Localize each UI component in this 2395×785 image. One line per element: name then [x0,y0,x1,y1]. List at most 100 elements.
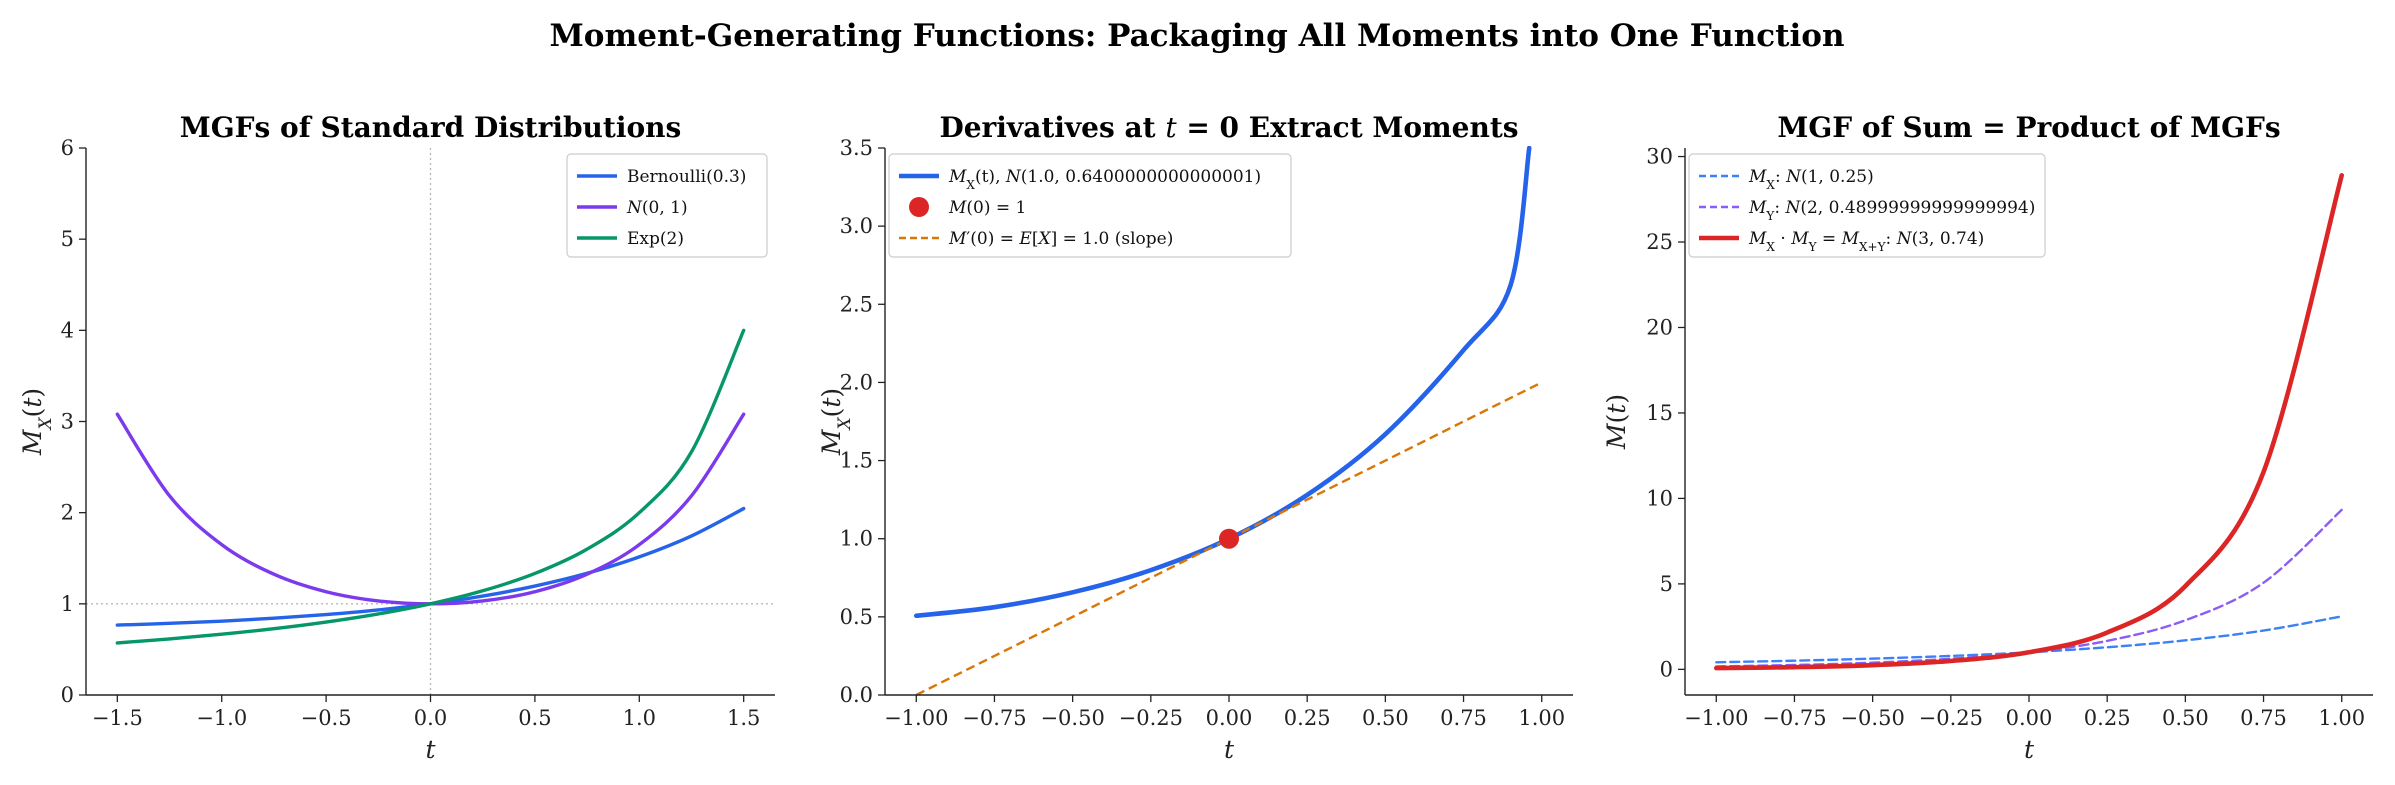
legend-entry-label-part: (t), [975,167,1006,187]
legend-entry-label-part: M [1841,229,1860,249]
series-line-0 [115,506,746,627]
legend-swatch-point [909,197,929,217]
series-line-2 [115,328,746,645]
legend-frame [1688,153,2046,258]
legend-entry-label-part: X [1036,229,1051,249]
y-axis-label-part: t [18,397,47,408]
y-tick-label: 2 [61,501,74,525]
chart-panel-derivatives: Derivatives at t = 0 Extract Moments −1.0… [817,111,1573,764]
panel-title-part: t [1165,111,1177,144]
legend-entry-label: M′(0) = E[X] = 1.0 (slope) [948,229,1173,249]
panel-title-part: = 0 Extract Moments [1177,111,1519,144]
y-axis-label: M(t) [1602,394,1631,450]
x-tick-label: 0.50 [1362,706,1409,730]
plot-area [115,328,746,645]
legend-entry-label-part: N [1784,198,1801,218]
y-axis-label-part: ) [817,388,846,398]
y-axis-label-part: ) [1602,394,1631,404]
y-tick-label: 5 [1660,572,1673,596]
data-point-m0 [1219,528,1239,549]
y-axis-label-part: M [18,428,47,456]
legend-entry-label-part: X [1766,240,1775,254]
series-line-0 [913,146,1532,619]
x-tick-label: 0.75 [1440,706,1487,730]
figure-title: Moment-Generating Functions: Packaging A… [549,18,1844,54]
x-tick-label: 0.5 [518,706,551,730]
x-tick-label: 0.50 [2162,706,2209,730]
legend-entry-label-part: M [948,229,967,249]
legend-entry-label-part: [ [1032,229,1039,249]
y-axis-label-sub: X [835,417,855,432]
legend-entry-label-part: : [1886,229,1897,249]
y-tick-label: 0 [1660,657,1673,681]
legend-entry-label: M(0) = 1 [948,198,1026,218]
x-tick-label: −1.00 [1684,706,1748,730]
y-tick-label: 1.5 [840,449,873,473]
y-tick-label: 3.0 [840,214,873,238]
plot-area [913,146,1543,697]
legend-entry-label-part: N [626,198,643,218]
x-tick-label: 0.00 [2006,706,2053,730]
legend-entry-label: Exp(2) [627,229,684,249]
series-line-2 [1713,173,2345,671]
legend-entry-label: Bernoulli(0.3) [627,167,746,187]
y-axis-label-part: ) [18,388,47,398]
legend-entry-label-part: : [1775,167,1786,187]
legend-entry-label-part: M [1748,167,1767,187]
y-axis-label-part: ( [1602,414,1631,424]
legend-entry-label-part: N [1005,167,1022,187]
legend-entry-label-part: Bernoulli(0.3) [627,167,746,187]
x-tick-label: 0.0 [414,706,447,730]
legend: MX: N(1, 0.25)MY: N(2, 0.489999999999999… [1688,153,2046,258]
x-tick-label: −1.5 [92,706,143,730]
legend-entry-label-part: M [948,167,967,187]
legend-entry-label-part: X+Y [1859,240,1887,254]
x-tick-label: 1.00 [1518,706,1565,730]
y-tick-label: 20 [1646,315,1673,339]
legend-entry-label-part: N [1785,167,1802,187]
panel-title-part: Derivatives at [939,111,1165,144]
legend-entry-label-part: M [1748,198,1767,218]
y-tick-label: 0 [61,683,74,707]
y-axis-label-part: ( [817,408,846,418]
legend-entry-label: MX(t), N(1.0, 0.6400000000000001) [948,167,1261,192]
chart-panel-sum-product: MGF of Sum = Product of MGFs −1.00 −0.75 −0… [1602,111,2373,764]
legend-entry-label-part: M [948,198,967,218]
y-tick-label: 3.5 [840,136,873,160]
legend-entry-label-part: X [966,178,975,192]
x-axis-label: t [2024,735,2035,764]
panel-title: MGFs of Standard Distributions [180,111,682,144]
y-tick-label: 0.5 [840,605,873,629]
legend: Bernoulli(0.3) N(0, 1) Exp(2) [566,153,768,258]
y-tick-label: 5 [61,227,74,251]
legend-entry-label-part: (1, 0.25) [1801,167,1874,187]
x-axis-label: t [425,735,436,764]
legend-entry-label-part: (1.0, 0.6400000000000001) [1021,167,1261,187]
legend-frame [566,153,768,258]
y-axis-label-part: ( [18,408,47,418]
y-tick-label: 0.0 [840,683,873,707]
legend-entry-label-part: : [1774,198,1785,218]
legend-entry-label: MX · MY = MX+Y: N(3, 0.74) [1748,229,1984,254]
legend-entry-label-part: (0, 1) [642,198,688,218]
series-line-0 [1715,615,2343,664]
legend-entry-label-part: (0) = 1 [966,198,1026,218]
x-tick-label: −0.50 [1840,706,1904,730]
legend-entry-label-part: ] = 1.0 (slope) [1051,229,1174,249]
y-tick-label: 3 [61,410,74,434]
y-tick-label: 15 [1646,401,1673,425]
legend-entry-label: N(0, 1) [626,198,688,218]
legend-entry-label-part: M [1790,229,1809,249]
x-tick-label: 0.25 [1284,706,1331,730]
y-tick-label: 10 [1646,486,1673,510]
y-axis-label-part: M [1602,422,1631,450]
panel-title: Derivatives at t = 0 Extract Moments [939,111,1518,144]
y-tick-label: 1.0 [840,527,873,551]
y-tick-label: 2.0 [840,370,873,394]
y-axis-label-part: t [817,397,846,408]
legend-entry-label-part: (2, 0.48999999999999994) [1800,198,2035,218]
series-line-tangent [915,381,1543,697]
x-tick-label: 1.0 [623,706,656,730]
y-axis-label-part: M [817,428,846,456]
